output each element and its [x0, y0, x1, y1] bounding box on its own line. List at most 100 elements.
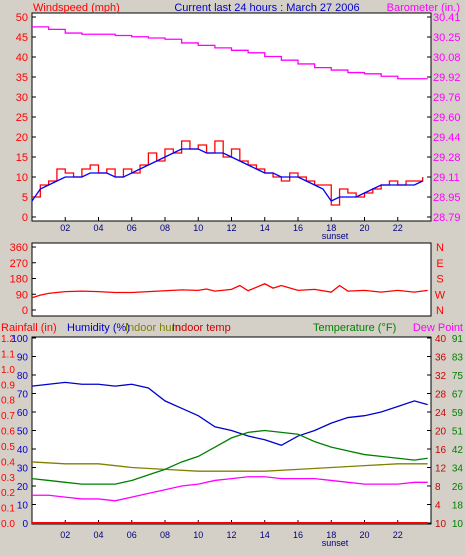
y-tick-label: 8: [435, 482, 441, 493]
y-tick-label: 0.4: [1, 457, 15, 468]
y-tick-label: 0.6: [1, 427, 15, 438]
y-tick-label: 5: [22, 192, 28, 204]
y-tick-label: 60: [17, 408, 29, 419]
y-tick-label: S: [436, 274, 443, 286]
y-tick-label: 10: [435, 519, 447, 530]
series-wind-gust: [32, 140, 424, 206]
x-tick-label: 20: [359, 530, 369, 540]
y-tick-label: 59: [452, 408, 464, 419]
y-tick-label: 0.0: [1, 519, 15, 530]
x-tick-label: 10: [193, 223, 203, 233]
y-tick-label: 50: [16, 12, 28, 24]
y-tick-label: 180: [10, 274, 28, 286]
y-tick-label: 0.9: [1, 380, 15, 391]
y-tick-label: 100: [11, 334, 28, 345]
barometer-ticks: 28.79 28.95 29.11 29.28 29.44 29.60 29.76 29.92…: [427, 12, 461, 224]
x-tick-label: 04: [93, 530, 103, 540]
y-tick-label: W: [435, 289, 446, 301]
direction-degree-ticks: 0 90 180 270 360: [10, 242, 36, 317]
y-tick-label: N: [436, 242, 444, 254]
y-tick-label: 0: [22, 212, 28, 224]
y-tick-label: 1.1: [1, 349, 15, 360]
windspeed-axis-label: Windspeed (mph): [33, 2, 120, 14]
y-tick-label: 1.0: [1, 365, 15, 376]
y-tick-label: 30.08: [433, 52, 461, 64]
temperature-ticks: 10 18 26 34 42 51 59 67 75 83 91: [452, 334, 464, 530]
y-tick-label: 20: [435, 427, 447, 438]
y-tick-label: 50: [17, 427, 29, 438]
x-tick-label: 16: [293, 530, 303, 540]
y-tick-label: 70: [17, 390, 29, 401]
y-tick-label: 29.11: [433, 172, 460, 184]
y-tick-label: 29.60: [433, 112, 461, 124]
y-tick-label: 15: [16, 152, 28, 164]
indoor-temp-label: Indoor temp: [172, 322, 231, 334]
x-tick-label: 16: [293, 223, 303, 233]
y-tick-label: 0: [22, 305, 28, 317]
y-tick-label: 20: [17, 482, 29, 493]
y-tick-label: 32: [435, 371, 447, 382]
x-tick-label: 10: [193, 530, 203, 540]
x-tick-label: 22: [393, 530, 403, 540]
dew-point-label: Dew Point: [413, 322, 463, 334]
y-tick-label: 35: [16, 72, 28, 84]
y-tick-label: 40: [17, 445, 29, 456]
series-temperature: [31, 429, 428, 485]
y-tick-label: 10: [452, 519, 464, 530]
y-tick-label: 1.2: [1, 334, 15, 345]
y-tick-label: 28: [435, 390, 447, 401]
rainfall-axis-label: Rainfall (in): [1, 322, 57, 334]
y-tick-label: 28.95: [433, 192, 461, 204]
y-tick-label: 270: [10, 258, 28, 270]
wind-direction-series: [31, 283, 428, 299]
y-tick-label: N: [436, 305, 444, 317]
time-ticks-top: 02 04 06 08 10 12 14 16 18 20 22: [60, 217, 403, 233]
x-tick-label: 06: [127, 530, 137, 540]
x-tick-label: 08: [160, 530, 170, 540]
y-tick-label: 10: [17, 501, 29, 512]
y-tick-label: 29.92: [433, 72, 461, 84]
y-tick-label: 12: [435, 464, 447, 475]
series-wind-direction: [31, 283, 428, 299]
y-tick-label: 90: [16, 289, 28, 301]
x-tick-label: 12: [226, 223, 236, 233]
y-tick-label: E: [436, 258, 443, 270]
x-tick-label: 08: [160, 223, 170, 233]
y-tick-label: 24: [435, 408, 447, 419]
barometer-axis-label: Barometer (in.): [387, 2, 460, 14]
y-tick-label: 0.8: [1, 396, 15, 407]
y-tick-label: 0.3: [1, 473, 15, 484]
x-tick-label: 18: [326, 223, 336, 233]
y-tick-label: 16: [435, 445, 447, 456]
x-tick-label: 02: [60, 530, 70, 540]
y-tick-label: 0.5: [1, 442, 15, 453]
sunset-label-top: sunset: [322, 231, 349, 241]
x-tick-label: 12: [226, 530, 236, 540]
y-tick-label: 30: [16, 92, 28, 104]
y-tick-label: 36: [435, 353, 447, 364]
y-tick-label: 18: [452, 501, 464, 512]
y-tick-label: 45: [16, 32, 28, 44]
windspeed-ticks: 0 5 10 15 20 25 30 35 40 45 50: [16, 12, 36, 224]
x-tick-label: 20: [359, 223, 369, 233]
y-tick-label: 0.2: [1, 488, 15, 499]
humidity-axis-label: Humidity (%): [67, 322, 130, 334]
sunset-label-bottom: sunset: [322, 538, 349, 548]
series-wind-average: [31, 148, 423, 202]
y-tick-label: 29.28: [433, 152, 461, 164]
chart-title: Current last 24 hours : March 27 2006: [174, 2, 359, 14]
y-tick-label: 30.25: [433, 32, 461, 44]
series-humidity: [31, 381, 428, 447]
x-tick-label: 14: [260, 223, 270, 233]
series-barometer: [32, 26, 428, 80]
temperature-axis-label: Temperature (°F): [313, 322, 396, 334]
x-tick-label: 22: [393, 223, 403, 233]
temp-hum-series: [31, 381, 428, 524]
rainfall-ticks: 0.0 0.1 0.2 0.3 0.4 0.5 0.6 0.7 0.8 0.9 1.0 1.1 1.2: [1, 334, 15, 530]
y-tick-label: 4: [435, 501, 441, 512]
y-tick-label: 40: [435, 334, 447, 345]
y-tick-label: 29.44: [433, 132, 461, 144]
y-tick-label: 30.41: [433, 12, 461, 24]
y-tick-label: 10: [16, 172, 28, 184]
